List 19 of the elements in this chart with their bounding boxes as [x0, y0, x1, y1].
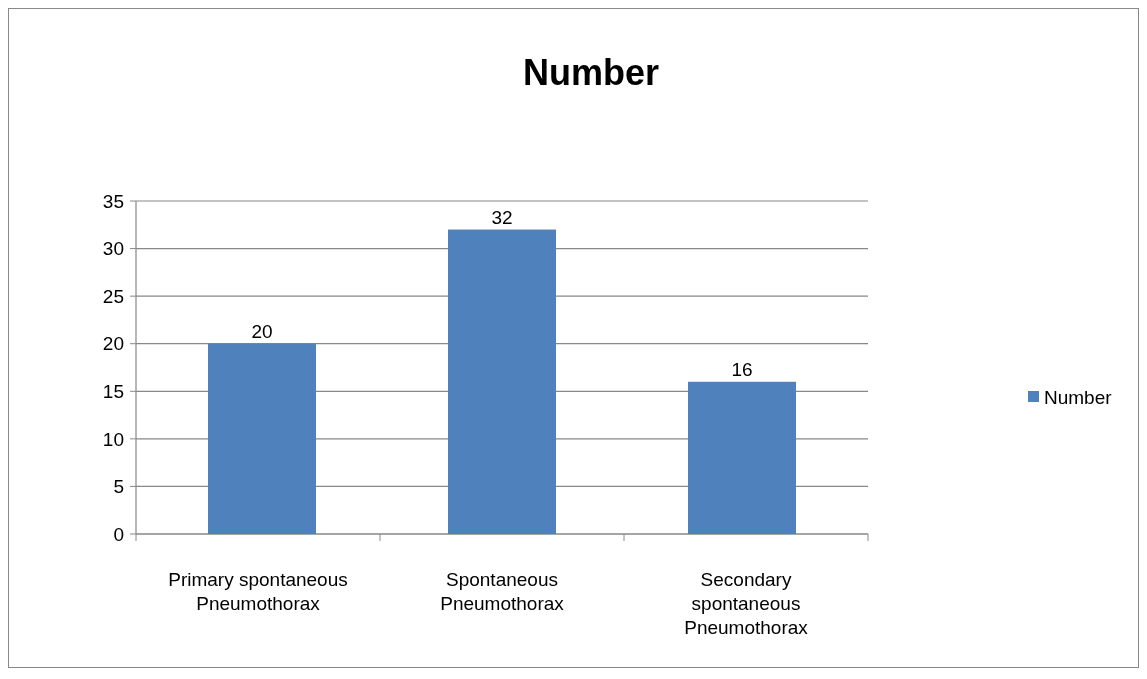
data-label: 32: [491, 206, 513, 228]
y-tick-label: 30: [102, 238, 124, 260]
y-tick-label: 25: [102, 285, 124, 307]
data-label: 16: [731, 358, 753, 380]
y-tick-label: 15: [102, 380, 124, 402]
y-tick-label: 0: [113, 523, 124, 545]
y-tick-label: 20: [102, 333, 124, 355]
y-tick-label: 10: [102, 428, 124, 450]
bar: [208, 343, 316, 534]
legend-label: Number: [1044, 386, 1113, 408]
x-tick-label: Secondary spontaneous Pneumothorax: [684, 569, 809, 638]
y-tick-label: 5: [113, 476, 124, 498]
y-tick-label: 35: [102, 190, 124, 212]
x-tick-label: Primary spontaneous Pneumothorax: [168, 569, 348, 614]
data-label: 20: [251, 320, 273, 342]
bar: [448, 229, 556, 534]
x-tick-label: Spontaneous Pneumothorax: [440, 569, 565, 614]
bar: [688, 381, 796, 534]
chart-title: Number: [522, 52, 660, 93]
